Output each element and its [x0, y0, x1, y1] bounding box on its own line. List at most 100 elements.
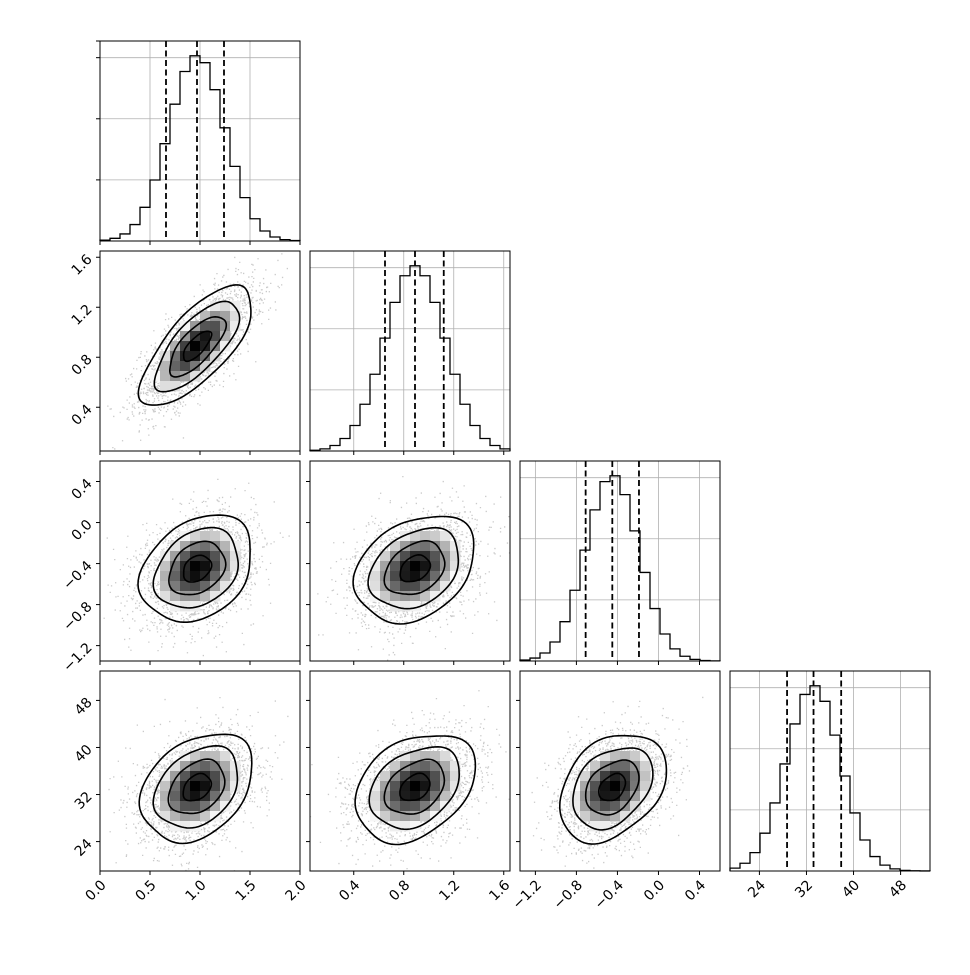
- density-cell: [220, 331, 231, 342]
- density-cell: [430, 761, 441, 772]
- density-cell: [580, 781, 591, 792]
- density-cell: [200, 351, 211, 362]
- density-cell: [380, 551, 391, 562]
- density-cell: [580, 811, 591, 822]
- density-cell: [230, 771, 241, 782]
- density-cell: [400, 571, 411, 582]
- density-cell: [630, 751, 641, 762]
- density-cell: [190, 591, 201, 602]
- density-cell: [200, 581, 211, 592]
- x-tick-label-0-2: 1.0: [183, 877, 210, 904]
- contour-level-0: [598, 772, 627, 802]
- density-cell: [420, 581, 431, 592]
- density-cell: [220, 801, 231, 812]
- histogram-panel-1: [309, 250, 511, 455]
- density-cell: [200, 561, 211, 572]
- histogram-steps: [309, 265, 511, 451]
- density-cell: [450, 771, 461, 782]
- density-cell: [410, 801, 421, 812]
- density-cell: [160, 771, 171, 782]
- density-cell: [180, 371, 191, 382]
- panel-content: [108, 697, 289, 871]
- density-cell: [390, 581, 401, 592]
- density-cell: [390, 541, 401, 552]
- y-tick-label-1-3: 1.6: [69, 252, 96, 279]
- density-cell: [410, 591, 421, 602]
- density-cell: [190, 541, 201, 552]
- density-cell: [160, 781, 171, 792]
- density-cell: [410, 531, 421, 542]
- density-cell: [380, 811, 391, 822]
- y-tick-label-2-1: −0.8: [60, 599, 95, 634]
- density-cell: [210, 571, 221, 582]
- contour-level-0: [182, 330, 213, 363]
- density-cell: [170, 761, 181, 772]
- density-cell: [400, 591, 411, 602]
- scatter-panel-3-0: [96, 670, 301, 875]
- density-cell: [410, 571, 421, 582]
- density-cell: [420, 751, 431, 762]
- contour-level-1: [167, 758, 226, 815]
- density-cell: [390, 821, 401, 832]
- histogram-panel-3: [729, 670, 931, 875]
- density-cell: [370, 801, 381, 812]
- contour-level-1: [383, 758, 446, 815]
- density-cell: [180, 591, 191, 602]
- contour-level-2: [367, 526, 460, 610]
- density-cell: [170, 561, 181, 572]
- density-cell: [230, 561, 241, 572]
- density-cell: [220, 311, 231, 322]
- density-cell: [200, 781, 211, 792]
- density-cell: [210, 351, 221, 362]
- y-tick-label-2-4: 0.4: [69, 476, 96, 503]
- density-cell: [170, 811, 181, 822]
- histogram-frame: [519, 460, 721, 662]
- density-cell: [620, 771, 631, 782]
- density-cell: [160, 381, 171, 392]
- panel-content: [103, 478, 290, 657]
- density-cell: [430, 771, 441, 782]
- y-tick-label-3-0: 24: [72, 836, 96, 860]
- density-cell: [210, 781, 221, 792]
- density-cell: [400, 811, 411, 822]
- density-cell: [390, 561, 401, 572]
- histogram-steps: [99, 55, 301, 242]
- density-cell: [440, 791, 451, 802]
- density-cell: [390, 811, 401, 822]
- contour-level-3: [138, 733, 253, 845]
- density-cell: [170, 381, 181, 392]
- density-cell: [380, 781, 391, 792]
- density-cell: [430, 781, 441, 792]
- density-cell: [210, 331, 221, 342]
- density-cell: [190, 761, 201, 772]
- contour-level-0: [182, 772, 213, 802]
- density-cell: [380, 771, 391, 782]
- density-cell: [420, 811, 431, 822]
- density-cell: [180, 541, 191, 552]
- density-cell: [160, 361, 171, 372]
- scatter-panel-3-2: [516, 670, 721, 875]
- density-cell: [180, 531, 191, 542]
- density-cell: [610, 781, 621, 792]
- density-cell: [410, 791, 421, 802]
- density-cell: [400, 771, 411, 782]
- density-cell: [170, 361, 181, 372]
- density-cell: [430, 591, 441, 602]
- scatter-panel-2-0: [96, 460, 301, 665]
- density-cell: [160, 811, 171, 822]
- density-cell: [410, 811, 421, 822]
- density-cell: [600, 781, 611, 792]
- density-cell: [580, 801, 591, 812]
- density-cell: [390, 791, 401, 802]
- density-cell: [170, 551, 181, 562]
- density-cell: [210, 801, 221, 812]
- x-tick-label-1-1: 0.8: [386, 877, 413, 904]
- density-cell: [230, 551, 241, 562]
- density-cell: [400, 761, 411, 772]
- density-cell: [200, 331, 211, 342]
- density-cell: [220, 531, 231, 542]
- density-cell: [400, 601, 411, 612]
- y-tick-label-2-2: −0.4: [60, 558, 95, 593]
- density-cell: [170, 571, 181, 582]
- density-cell: [220, 301, 231, 312]
